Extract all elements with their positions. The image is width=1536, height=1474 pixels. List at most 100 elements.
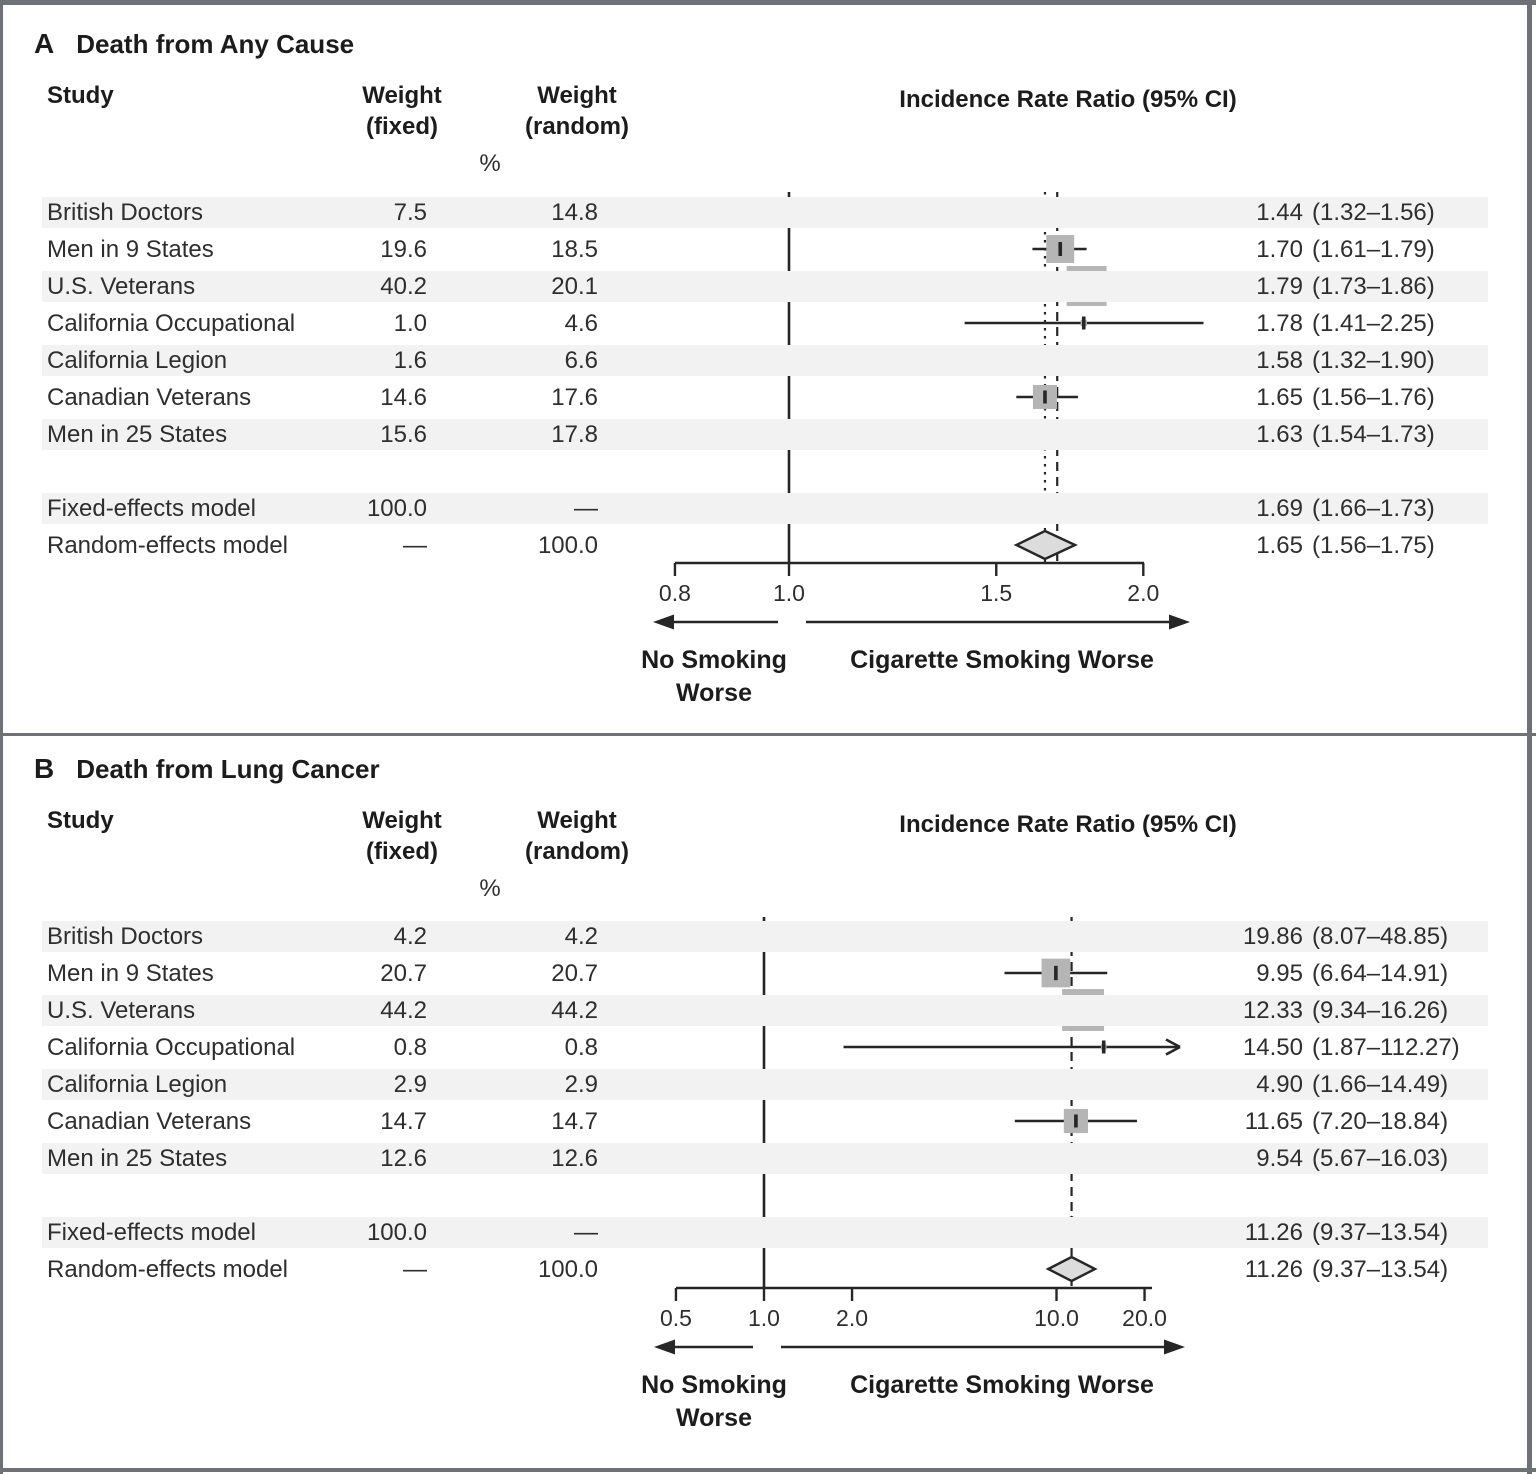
axis-tick-label: 2.0 — [1127, 580, 1160, 606]
left-direction-line2: Worse — [676, 679, 752, 707]
left-direction-line2: Worse — [676, 1404, 752, 1432]
study-row-name: U.S. Veterans — [47, 272, 196, 300]
study-row-stripe — [42, 1142, 1488, 1174]
model-row-estimate: 11.26 — [1244, 1255, 1303, 1283]
effect-tick — [1058, 242, 1063, 256]
model-row-stripe — [42, 1216, 1488, 1248]
weight-random-line1: Weight — [537, 82, 617, 109]
study-row-weight-fixed: 1.6 — [393, 346, 427, 374]
study-row-stripe — [42, 994, 1488, 1026]
study-row-name: Canadian Veterans — [47, 1107, 252, 1135]
study-row-weight-random: 20.1 — [551, 272, 598, 300]
study-row-weight-random: 14.7 — [551, 1107, 598, 1135]
study-row-weight-fixed: 14.6 — [380, 383, 427, 411]
study-row-name: California Occupational — [47, 1033, 296, 1061]
study-row-weight-fixed: 2.9 — [393, 1070, 427, 1098]
study-row-name: U.S. Veterans — [47, 996, 196, 1024]
model-row-weight-fixed: 100.0 — [366, 494, 427, 522]
study-row-ci: (8.07–48.85) — [1312, 922, 1449, 950]
study-row-weight-fixed: 40.2 — [380, 272, 427, 300]
model-row-weight-random: — — [574, 1218, 598, 1246]
study-row-ci: (1.61–1.79) — [1312, 235, 1435, 263]
study-row-weight-fixed: 20.7 — [380, 959, 427, 987]
col-header-effect-a: Incidence Rate Ratio (95% CI) — [899, 86, 1237, 113]
study-row-name: Canadian Veterans — [47, 383, 252, 411]
study-row-ci: (1.66–14.49) — [1312, 1070, 1449, 1098]
left-arrowhead — [653, 614, 674, 630]
study-row-ci: (5.67–16.03) — [1312, 1144, 1449, 1172]
model-row-weight-fixed: — — [403, 531, 427, 559]
study-row-stripe — [42, 344, 1488, 376]
axis-tick-label: 10.0 — [1034, 1305, 1079, 1331]
study-row-estimate: 1.58 — [1256, 346, 1303, 374]
col-header-study-a: Study — [47, 82, 114, 109]
study-row-weight-fixed: 7.5 — [393, 198, 427, 226]
study-row-estimate: 11.65 — [1244, 1107, 1303, 1135]
axis-tick-label: 0.8 — [658, 580, 691, 606]
study-row-name: British Doctors — [47, 198, 204, 226]
study-row-ci: (1.32–1.90) — [1312, 346, 1435, 374]
study-row-name: California Legion — [47, 346, 228, 374]
model-row-name: Fixed-effects model — [47, 1218, 256, 1246]
study-row-ci: (1.41–2.25) — [1312, 309, 1435, 337]
model-row-estimate: 11.26 — [1244, 1218, 1303, 1246]
study-row-weight-random: 20.7 — [551, 959, 598, 987]
axis-tick-label: 2.0 — [836, 1305, 869, 1331]
frame-border-top — [0, 0, 1536, 5]
study-row-weight-fixed: 14.7 — [380, 1107, 427, 1135]
weight-random-line1: Weight — [537, 807, 617, 834]
model-row-name: Random-effects model — [47, 1255, 289, 1283]
effect-tick — [1054, 965, 1058, 981]
study-row-estimate: 1.70 — [1256, 235, 1303, 263]
study-row-estimate: 19.86 — [1242, 922, 1303, 950]
study-row-weight-fixed: 1.0 — [393, 309, 427, 337]
frame-border-bottom — [0, 1468, 1536, 1472]
weight-fixed-line1: Weight — [362, 807, 442, 834]
study-row-name: Men in 9 States — [47, 959, 214, 987]
axis-tick-label: 20.0 — [1122, 1305, 1167, 1331]
col-header-study-b: Study — [47, 807, 114, 834]
model-row-estimate: 1.65 — [1256, 531, 1303, 559]
model-row-stripe — [42, 492, 1488, 524]
panel-divider — [0, 733, 1536, 736]
panel-b-title: B Death from Lung Cancer — [34, 753, 380, 785]
panel-a-letter: A — [34, 28, 55, 59]
study-row-weight-random: 18.5 — [551, 235, 598, 263]
study-row-estimate: 1.79 — [1256, 272, 1303, 300]
col-header-weight-random-b: Weight (random) — [497, 805, 657, 867]
study-row-weight-random: 4.2 — [564, 922, 598, 950]
effect-tick — [1101, 1040, 1106, 1054]
summary-diamond — [1013, 529, 1078, 561]
right-arrowhead — [1164, 1339, 1185, 1355]
weight-fixed-line2: (fixed) — [366, 113, 438, 140]
left-direction-label-a: No Smoking Worse — [564, 644, 864, 710]
effect-tick — [1074, 1114, 1078, 1128]
percent-symbol-b: % — [479, 875, 501, 902]
study-row-weight-fixed: 4.2 — [393, 922, 427, 950]
model-row-ci: (1.56–1.75) — [1312, 531, 1435, 559]
study-row-weight-random: 2.9 — [564, 1070, 598, 1098]
panel-a-title: A Death from Any Cause — [34, 28, 354, 60]
right-arrowhead — [1169, 614, 1190, 630]
axis-tick-label: 1.5 — [980, 580, 1013, 606]
study-row-ci: (6.64–14.91) — [1312, 959, 1449, 987]
study-row-estimate: 1.78 — [1256, 309, 1303, 337]
panel-a-title-text: Death from Any Cause — [76, 29, 355, 59]
study-row-name: Men in 25 States — [47, 420, 228, 448]
study-row-weight-random: 17.6 — [551, 383, 598, 411]
study-row-name: Men in 25 States — [47, 1144, 228, 1172]
study-row-ci: (1.56–1.76) — [1312, 383, 1435, 411]
study-row-stripe — [42, 418, 1488, 450]
frame-border-right — [1527, 0, 1532, 1474]
left-direction-line1: No Smoking — [641, 646, 787, 674]
study-row-ci: (1.73–1.86) — [1312, 272, 1435, 300]
study-row-stripe — [42, 270, 1488, 302]
effect-tick — [1043, 390, 1047, 404]
study-row-name: Men in 9 States — [47, 235, 214, 263]
study-row-ci: (1.87–112.27) — [1312, 1033, 1460, 1061]
study-row-stripe — [42, 196, 1488, 228]
model-row-weight-fixed: — — [403, 1255, 427, 1283]
study-row-weight-fixed: 15.6 — [380, 420, 427, 448]
study-row-weight-random: 0.8 — [564, 1033, 598, 1061]
